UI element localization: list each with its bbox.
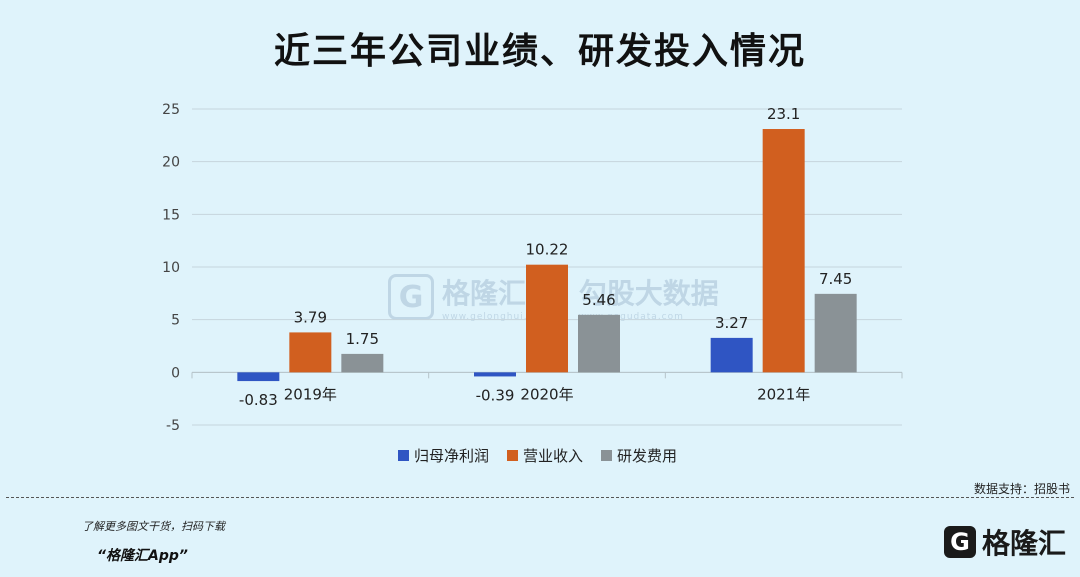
bar xyxy=(289,332,332,373)
legend-swatch xyxy=(601,450,612,461)
bar xyxy=(762,129,805,373)
y-tick-label: 15 xyxy=(162,207,180,223)
data-source: 数据支持：招股书 xyxy=(973,482,1070,496)
footer-divider xyxy=(6,497,1074,498)
data-label: 7.45 xyxy=(819,270,852,288)
bar xyxy=(814,293,857,373)
y-tick-label: 5 xyxy=(171,313,180,329)
footer-app-name: “格隆汇App” xyxy=(97,548,188,564)
bar xyxy=(341,353,384,373)
brand-name: 格隆汇 xyxy=(981,527,1066,560)
page-title: 近三年公司业绩、研发投入情况 xyxy=(273,31,806,72)
gelonghui-logo-icon: G xyxy=(943,526,976,558)
y-tick-label: 10 xyxy=(162,260,180,276)
data-label: 3.79 xyxy=(294,308,327,326)
data-label: 10.22 xyxy=(526,241,569,259)
bar xyxy=(710,337,753,373)
legend-swatch xyxy=(398,450,409,461)
x-tick-label: 2021年 xyxy=(757,385,810,403)
data-label: -0.39 xyxy=(476,386,515,404)
bar-chart: -5 0 5 10 15 20 25 -0.83 3.79 1.75 2019年 -0.39 10.22… xyxy=(162,102,903,465)
bar xyxy=(526,264,568,373)
legend-swatch xyxy=(507,450,518,461)
footer-note: 了解更多图文干货，扫码下载 xyxy=(82,520,225,533)
bar xyxy=(474,372,516,377)
y-tick-label: 20 xyxy=(162,155,180,171)
data-label: 5.46 xyxy=(582,291,615,309)
x-tick-label: 2019年 xyxy=(284,385,337,403)
data-label: 23.1 xyxy=(767,105,800,123)
data-label: -0.83 xyxy=(239,391,278,409)
x-tick-label: 2020年 xyxy=(520,385,573,403)
data-label: 1.75 xyxy=(346,330,379,348)
legend-label: 归母净利润 xyxy=(414,447,489,465)
legend-label: 营业收入 xyxy=(523,447,583,465)
y-tick-label: 0 xyxy=(171,365,180,381)
brand: G 格隆汇 xyxy=(943,524,1066,560)
bar xyxy=(237,372,280,382)
legend-label: 研发费用 xyxy=(617,447,677,465)
bar xyxy=(578,314,620,373)
y-tick-label: 25 xyxy=(162,102,180,118)
y-tick-label: -5 xyxy=(166,418,180,434)
data-label: 3.27 xyxy=(715,314,748,332)
